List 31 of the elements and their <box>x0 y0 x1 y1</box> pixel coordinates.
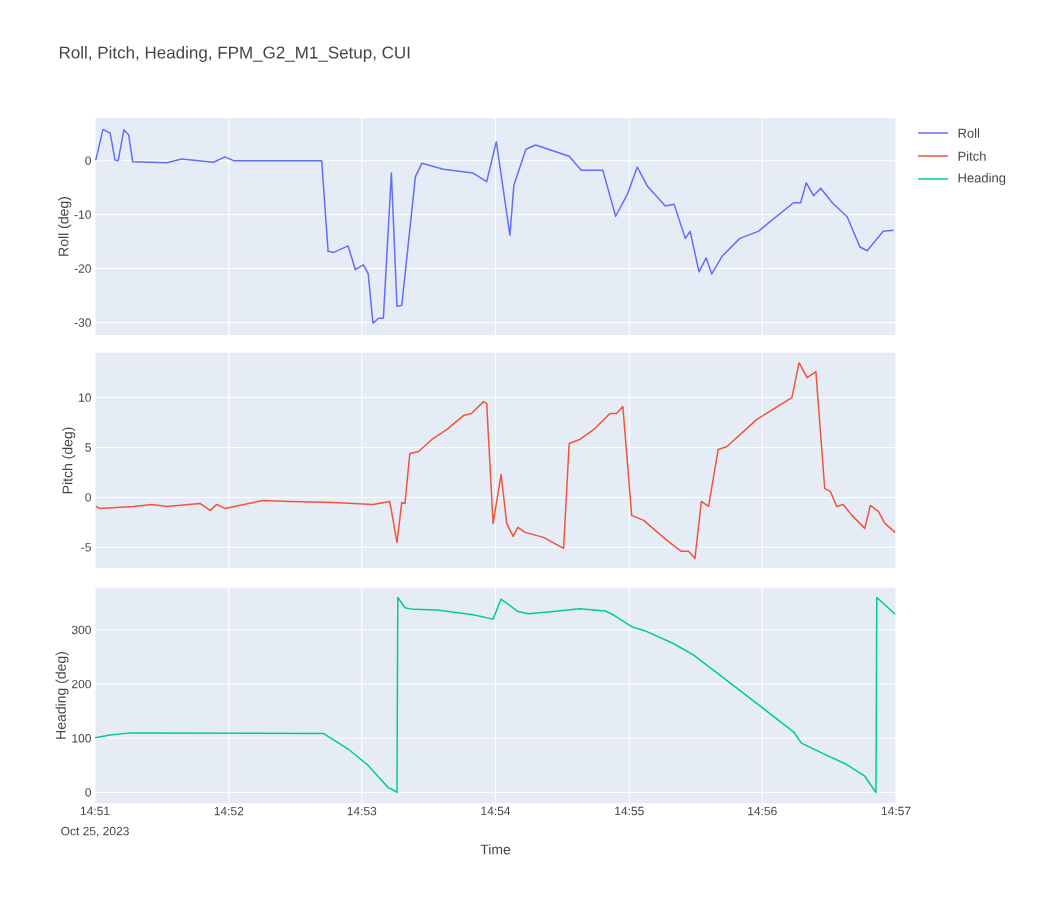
y-tick-label: 0 <box>85 156 91 165</box>
y-tick-label: 300 <box>71 625 91 635</box>
y-tick-label: -10 <box>74 210 91 219</box>
legend-label: Pitch <box>958 151 986 161</box>
line-series <box>95 361 896 560</box>
y-tick-label: -5 <box>81 543 91 552</box>
y-axis-title: Heading (deg) <box>55 652 69 739</box>
x-axis-title: Time <box>480 844 511 855</box>
x-tick-label: 14:55 <box>615 806 644 816</box>
x-tick-label: 14:52 <box>214 806 244 816</box>
text: Oct 25, 2023 <box>61 826 129 837</box>
line-series <box>95 596 896 794</box>
legend-label: Roll <box>958 128 980 138</box>
line-series <box>95 128 895 324</box>
y-tick-label: 5 <box>85 443 91 452</box>
y-tick-label: 10 <box>79 393 91 402</box>
y-axis-title: Roll (deg) <box>58 197 72 256</box>
x-tick-label: 14:51 <box>80 806 110 816</box>
x-tick-label: 14:56 <box>748 806 777 816</box>
x-tick-label: 14:54 <box>481 806 511 816</box>
y-tick-label: 100 <box>72 734 91 743</box>
x-tick-label: 14:53 <box>347 806 377 816</box>
legend-label: Heading <box>958 172 1006 186</box>
y-tick-label: 200 <box>72 679 91 689</box>
y-tick-label: 0 <box>85 493 91 502</box>
x-tick-label: 14:57 <box>881 806 911 816</box>
chart-title: Roll, Pitch, Heading, FPM_G2_M1_Setup, CUI <box>59 46 410 62</box>
y-axis-title: Pitch (deg) <box>62 427 76 494</box>
y-tick-label: -30 <box>74 318 91 327</box>
y-tick-label: -20 <box>74 264 91 273</box>
y-tick-label: 0 <box>85 788 91 797</box>
